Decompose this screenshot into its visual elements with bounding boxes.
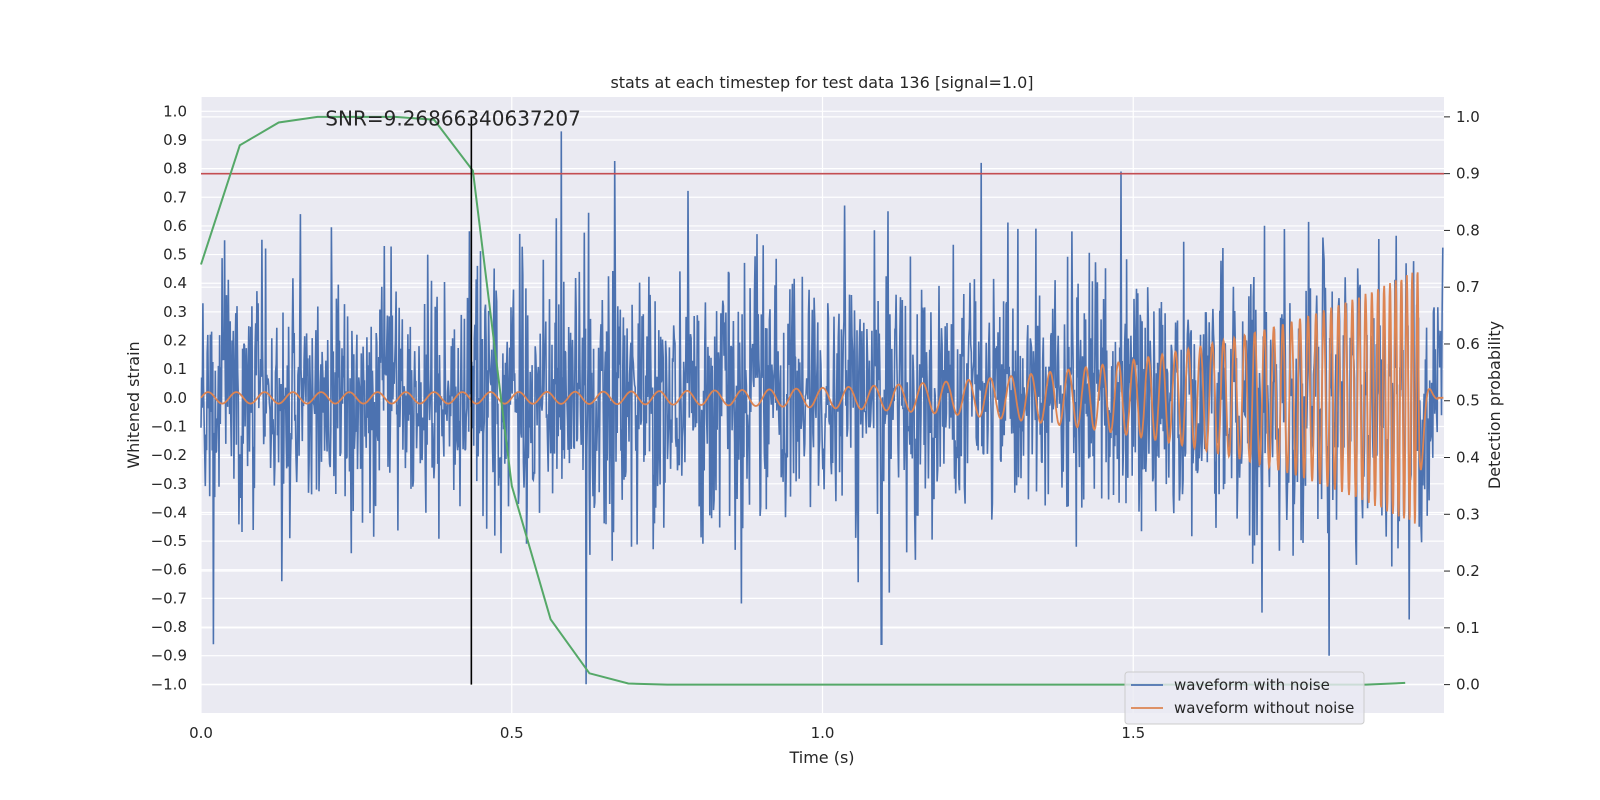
y-right-tick-label: 0.9 <box>1456 165 1480 183</box>
y-left-tick-label: −0.6 <box>151 561 187 579</box>
y-left-tick-label: 0.3 <box>163 303 187 321</box>
y-left-tick-label: −0.1 <box>151 417 187 435</box>
x-axis-label: Time (s) <box>788 748 854 767</box>
y-left-tick-label: −0.3 <box>151 475 187 493</box>
x-tick-label: 0.5 <box>500 724 524 742</box>
y-left-tick-label: −0.8 <box>151 618 187 636</box>
legend: waveform with noise waveform without noi… <box>1124 671 1365 725</box>
chart-title: stats at each timestep for test data 136… <box>610 73 1033 92</box>
legend-label-noise: waveform with noise <box>1174 676 1330 694</box>
legend-box <box>1124 671 1365 725</box>
series-waveform-without-noise <box>200 272 1444 524</box>
y-left-tick-label: 0.7 <box>163 188 187 206</box>
y-axis-label-left: Whitened strain <box>124 341 143 468</box>
y-axis-label-right: Detection probability <box>1485 321 1504 489</box>
x-tick-label: 0.0 <box>189 724 213 742</box>
y-left-tick-label: −0.7 <box>151 589 187 607</box>
legend-label-clean: waveform without noise <box>1174 699 1354 717</box>
y-right-tick-label: 1.0 <box>1456 108 1480 126</box>
series-waveform-with-noise <box>200 131 1444 685</box>
y-left-tick-label: 0.8 <box>163 160 187 178</box>
y-right-tick-label: 0.2 <box>1456 562 1480 580</box>
y-right-tick-label: 0.4 <box>1456 449 1480 467</box>
y-left-tick-label: −0.5 <box>151 532 187 550</box>
x-tick-label: 1.0 <box>811 724 835 742</box>
y-left-tick-label: 0.5 <box>163 246 187 264</box>
y-right-tick-label: 0.7 <box>1456 278 1480 296</box>
y-left-tick-label: 0.9 <box>163 131 187 149</box>
snr-annotation: SNR=9.26866340637207 <box>325 107 581 131</box>
y-right-tick-label: 0.0 <box>1456 676 1480 694</box>
y-left-tick-label: 0.0 <box>163 389 187 407</box>
tick-labels: 0.0 0.5 1.0 1.5 1.0 0.9 0.8 0.7 0.6 0.5 0.4 0.3 0.2 0… <box>151 102 1480 742</box>
y-left-tick-label: 0.1 <box>163 360 187 378</box>
x-tick-label: 1.5 <box>1121 724 1145 742</box>
y-right-tick-label: 0.8 <box>1456 221 1480 239</box>
y-right-tick-label: 0.6 <box>1456 335 1480 353</box>
y-left-tick-label: −0.4 <box>151 503 187 521</box>
y-left-tick-label: 1.0 <box>163 102 187 120</box>
y-left-tick-label: −0.2 <box>151 446 187 464</box>
y-left-tick-label: −1.0 <box>151 675 187 693</box>
y-left-tick-label: −0.9 <box>151 647 187 665</box>
y-right-tick-label: 0.5 <box>1456 392 1480 410</box>
y-left-tick-label: 0.6 <box>163 217 187 235</box>
y-left-tick-label: 0.2 <box>163 332 187 350</box>
y-right-tick-label: 0.1 <box>1456 619 1480 637</box>
y-left-tick-label: 0.4 <box>163 274 187 292</box>
y-right-tick-label: 0.3 <box>1456 505 1480 523</box>
